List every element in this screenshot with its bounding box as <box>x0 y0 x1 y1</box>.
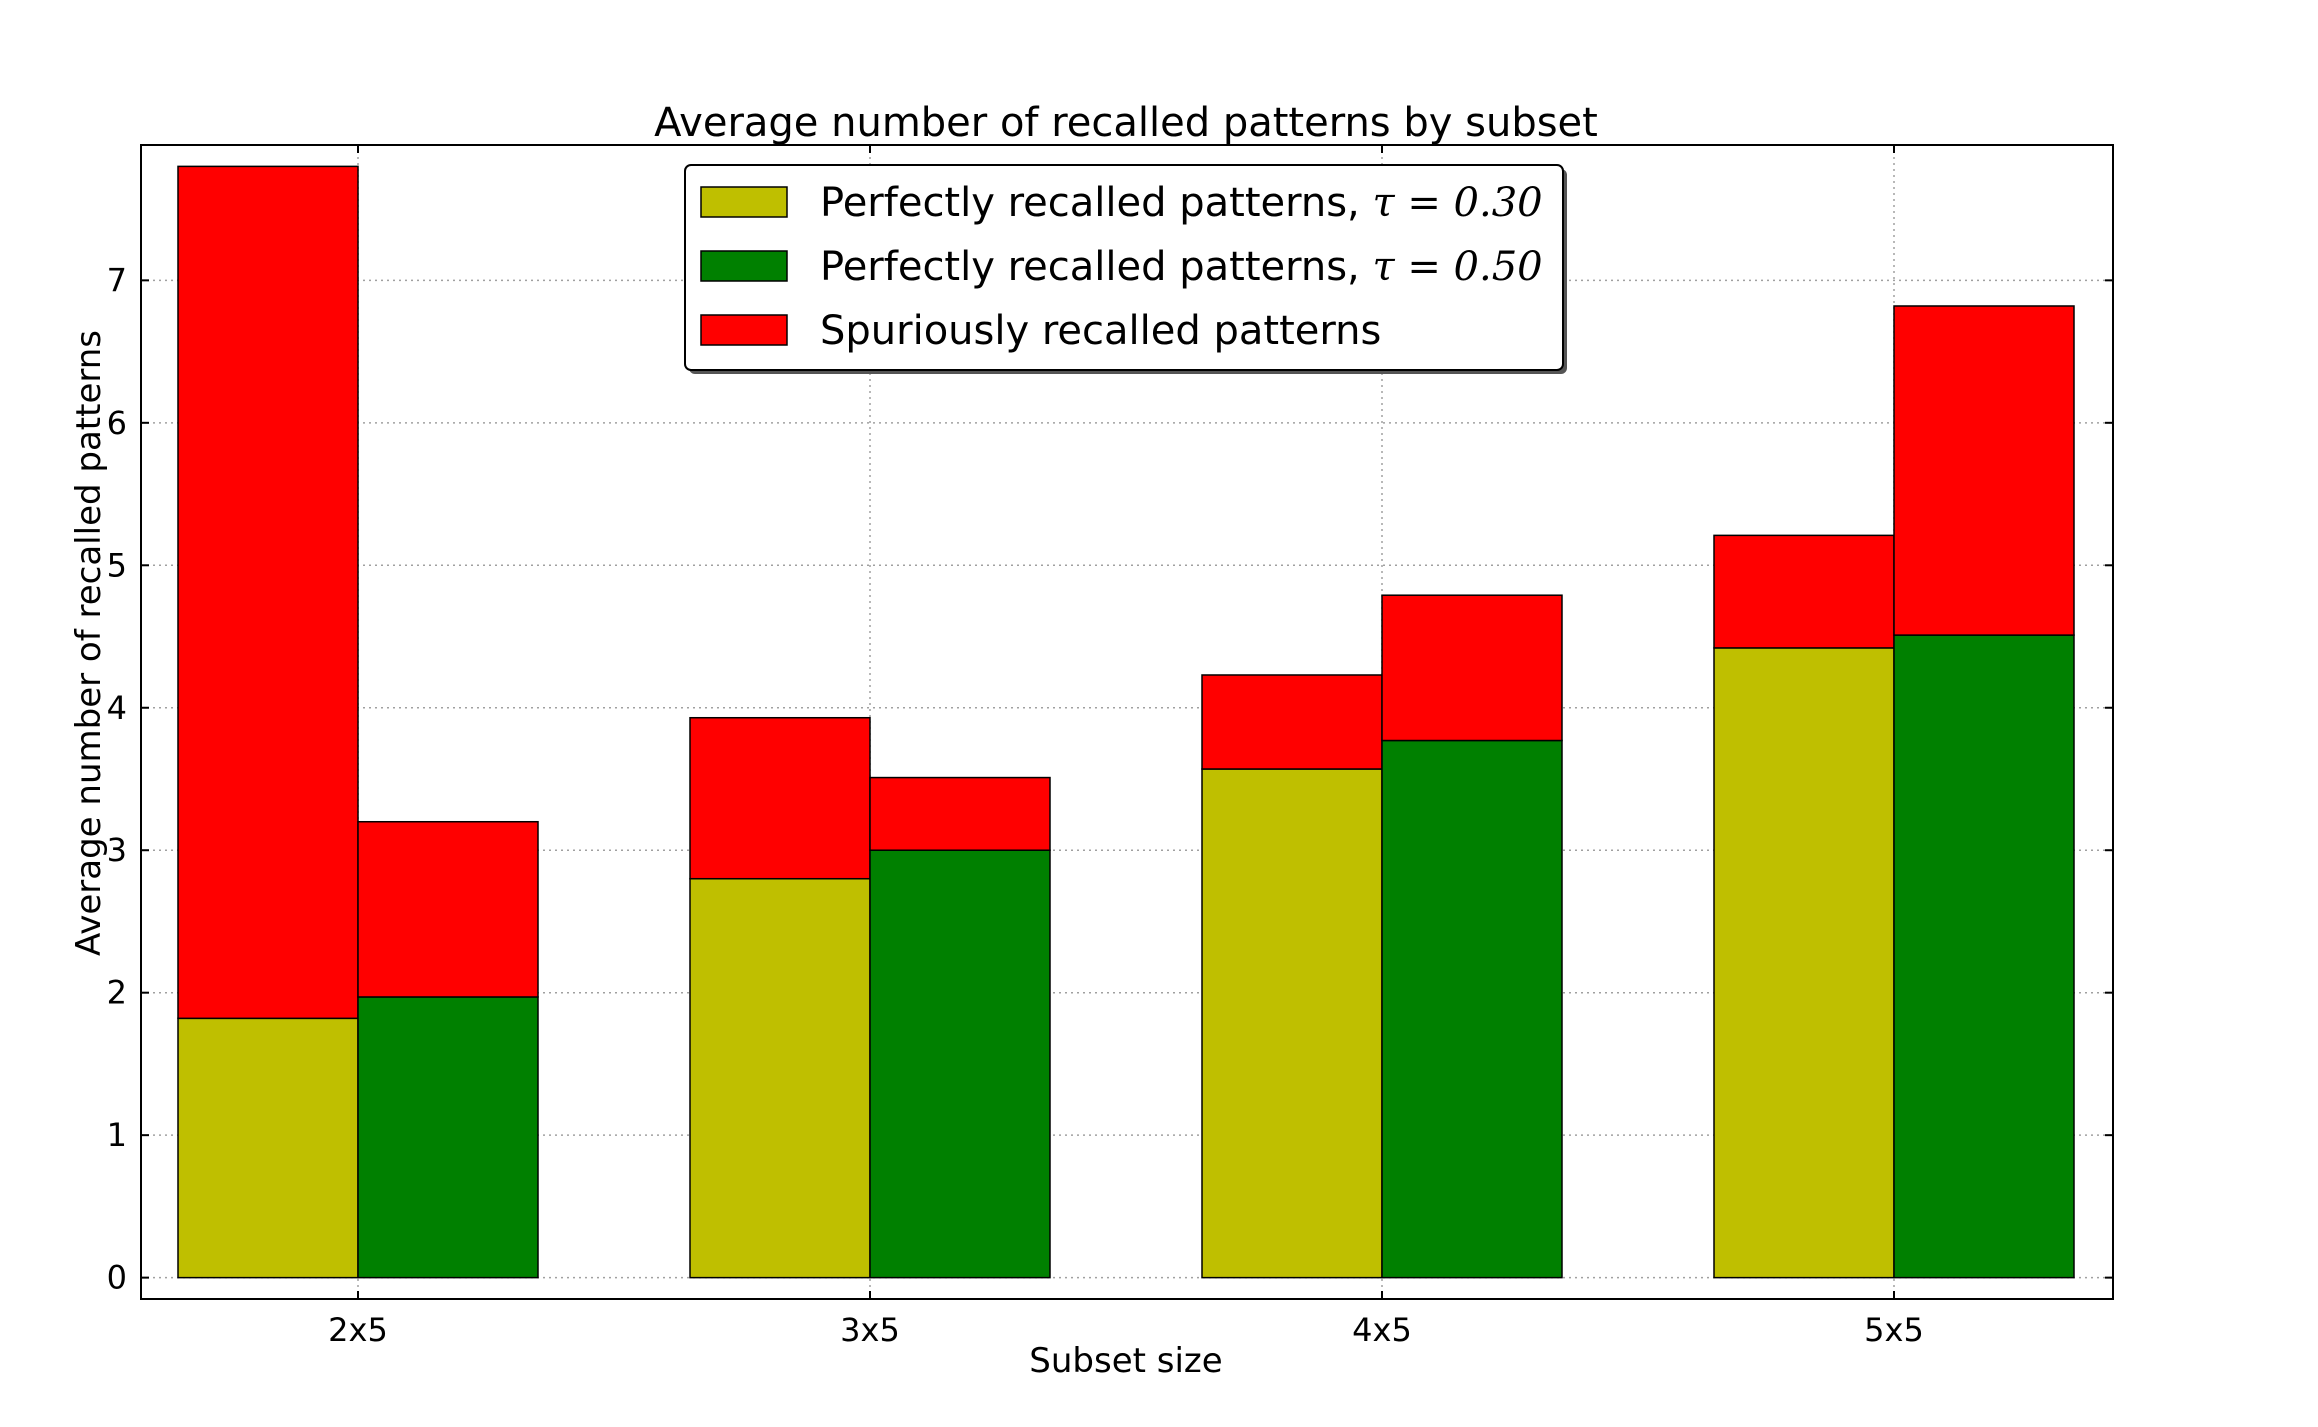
legend-swatch <box>700 314 788 346</box>
y-tick-label: 3 <box>107 831 127 869</box>
bar-spurious-tau-030-2x5 <box>177 165 359 1020</box>
legend-entry-tau: τ = 0.30 <box>1372 180 1542 226</box>
bar-spurious-tau-050-3x5 <box>869 776 1051 851</box>
y-tick-label: 4 <box>107 689 127 727</box>
bar-spurious-tau-050-4x5 <box>1381 594 1563 742</box>
legend-entry-text: Spuriously recalled patterns <box>820 308 1381 354</box>
x-tick-label: 4x5 <box>1352 1311 1412 1349</box>
legend: Perfectly recalled patterns, τ = 0.30Per… <box>684 164 1567 374</box>
y-tick-label: 1 <box>107 1116 127 1154</box>
legend-swatch <box>700 250 788 282</box>
legend-entry-label: Perfectly recalled patterns, τ = 0.50 <box>820 244 1543 290</box>
x-axis-label: Subset size <box>1029 1341 1222 1381</box>
bars <box>177 165 2075 1279</box>
bar-spurious-tau-030-5x5 <box>1713 534 1895 649</box>
bar-perfect-tau-050-3x5 <box>869 849 1051 1279</box>
legend-swatch <box>700 186 788 218</box>
x-tick-label: 5x5 <box>1864 1311 1924 1349</box>
chart-title: Average number of recalled patterns by s… <box>654 100 1598 146</box>
bar-perfect-tau-050-2x5 <box>357 996 539 1279</box>
bar-spurious-tau-050-5x5 <box>1893 305 2075 636</box>
legend-entry-tau: τ = 0.50 <box>1372 244 1542 290</box>
plot-frame <box>140 144 2114 1300</box>
bar-perfect-tau-030-5x5 <box>1713 647 1895 1279</box>
bar-spurious-tau-030-4x5 <box>1201 674 1383 770</box>
legend-entry-label: Perfectly recalled patterns, τ = 0.30 <box>820 180 1543 226</box>
bar-perfect-tau-050-4x5 <box>1381 739 1563 1279</box>
bar-spurious-tau-050-2x5 <box>357 820 539 998</box>
bar-perfect-tau-030-2x5 <box>177 1017 359 1279</box>
y-tick-label: 6 <box>107 404 127 442</box>
y-tick-label: 7 <box>107 261 127 299</box>
bar-spurious-tau-030-3x5 <box>689 716 871 880</box>
bar-perfect-tau-050-5x5 <box>1893 634 2075 1279</box>
y-tick-label: 5 <box>107 546 127 584</box>
legend-entry-label: Spuriously recalled patterns <box>820 308 1381 354</box>
y-axis-label: Average number of recalled patterns <box>69 330 109 956</box>
x-tick-label: 2x5 <box>328 1311 388 1349</box>
legend-entry-text: Perfectly recalled patterns, <box>820 244 1372 290</box>
legend-entry-text: Perfectly recalled patterns, <box>820 180 1372 226</box>
y-tick-label: 0 <box>107 1259 127 1297</box>
axis-ticks: 0 1 2 3 4 5 6 7 2x5 3x5 4x5 5x5 <box>107 145 2113 1349</box>
x-tick-label: 3x5 <box>840 1311 900 1349</box>
bar-perfect-tau-030-3x5 <box>689 877 871 1279</box>
legend-box <box>684 164 1564 371</box>
bar-perfect-tau-030-4x5 <box>1201 768 1383 1279</box>
y-tick-label: 2 <box>107 974 127 1012</box>
